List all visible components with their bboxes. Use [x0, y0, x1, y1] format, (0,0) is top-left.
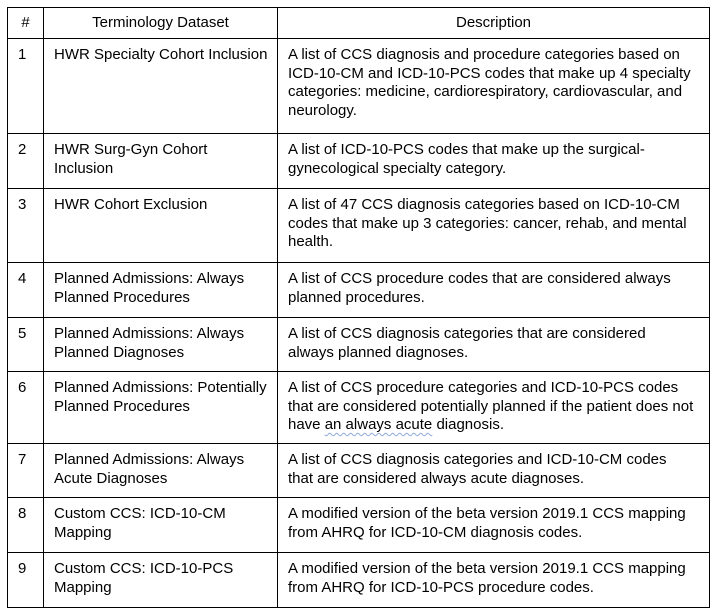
column-header-description: Description	[277, 7, 710, 39]
dataset-name: HWR Cohort Exclusion	[43, 188, 278, 263]
dataset-description: A list of CCS diagnosis categories and I…	[277, 443, 710, 498]
table-row: 2 HWR Surg-Gyn Cohort Inclusion A list o…	[7, 133, 710, 189]
dataset-name: Planned Admissions: Always Acute Diagnos…	[43, 443, 278, 498]
dataset-description: A list of ICD-10-PCS codes that make up …	[277, 133, 710, 189]
dataset-description: A list of CCS diagnosis categories that …	[277, 317, 710, 372]
dataset-name: Planned Admissions: Always Planned Diagn…	[43, 317, 278, 372]
dataset-name: HWR Specialty Cohort Inclusion	[43, 38, 278, 134]
dataset-description: A list of CCS procedure categories and I…	[277, 371, 710, 444]
table-row: 7 Planned Admissions: Always Acute Diagn…	[7, 443, 710, 498]
row-number: 8	[7, 497, 44, 553]
row-number: 9	[7, 552, 44, 608]
dataset-description: A list of 47 CCS diagnosis categories ba…	[277, 188, 710, 263]
column-header-dataset: Terminology Dataset	[43, 7, 278, 39]
dataset-description: A modified version of the beta version 2…	[277, 552, 710, 608]
row-number: 5	[7, 317, 44, 372]
terminology-dataset-table: # Terminology Dataset Description 1 HWR …	[7, 7, 710, 608]
column-header-num: #	[7, 7, 44, 39]
row-number: 7	[7, 443, 44, 498]
row-number: 6	[7, 371, 44, 444]
description-text: diagnosis.	[432, 416, 504, 433]
table-row: 1 HWR Specialty Cohort Inclusion A list …	[7, 38, 710, 134]
dataset-description: A list of CCS diagnosis and procedure ca…	[277, 38, 710, 134]
grammar-check-underlined-text: an always acute	[324, 416, 433, 433]
table-row: 5 Planned Admissions: Always Planned Dia…	[7, 317, 710, 372]
dataset-description: A modified version of the beta version 2…	[277, 497, 710, 553]
table-row: 4 Planned Admissions: Always Planned Pro…	[7, 262, 710, 318]
dataset-name: Planned Admissions: Always Planned Proce…	[43, 262, 278, 318]
table-row: 6 Planned Admissions: Potentially Planne…	[7, 371, 710, 444]
dataset-name: Planned Admissions: Potentially Planned …	[43, 371, 278, 444]
dataset-name: HWR Surg-Gyn Cohort Inclusion	[43, 133, 278, 189]
dataset-name: Custom CCS: ICD-10-PCS Mapping	[43, 552, 278, 608]
row-number: 1	[7, 38, 44, 134]
dataset-name: Custom CCS: ICD-10-CM Mapping	[43, 497, 278, 553]
row-number: 3	[7, 188, 44, 263]
description-text: A list of CCS procedure categories and I…	[288, 379, 694, 433]
header-row: # Terminology Dataset Description	[7, 7, 710, 39]
row-number: 2	[7, 133, 44, 189]
row-number: 4	[7, 262, 44, 318]
table-row: 9 Custom CCS: ICD-10-PCS Mapping A modif…	[7, 552, 710, 608]
table-row: 3 HWR Cohort Exclusion A list of 47 CCS …	[7, 188, 710, 263]
dataset-description: A list of CCS procedure codes that are c…	[277, 262, 710, 318]
table-row: 8 Custom CCS: ICD-10-CM Mapping A modifi…	[7, 497, 710, 553]
